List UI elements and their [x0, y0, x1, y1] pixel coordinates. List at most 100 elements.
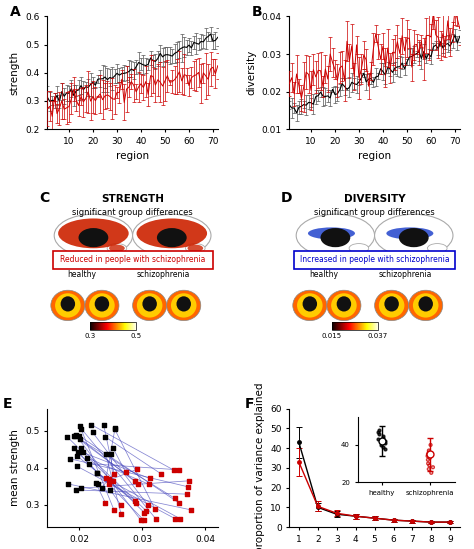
Point	[73, 451, 81, 460]
Ellipse shape	[327, 290, 361, 321]
Point	[105, 480, 112, 489]
Point	[107, 485, 114, 494]
Point	[184, 483, 191, 491]
Ellipse shape	[85, 290, 119, 321]
Point	[105, 474, 113, 483]
Point	[152, 514, 160, 523]
Point	[94, 480, 102, 489]
Point	[111, 424, 119, 433]
Bar	[90, 322, 136, 330]
Ellipse shape	[308, 227, 355, 239]
Point	[131, 477, 138, 485]
Point	[64, 479, 72, 488]
Point	[171, 466, 178, 475]
Point	[71, 432, 79, 440]
Point	[64, 433, 71, 441]
Point	[100, 421, 108, 429]
Ellipse shape	[349, 244, 369, 253]
Point	[109, 477, 117, 486]
Ellipse shape	[107, 244, 127, 253]
Ellipse shape	[157, 228, 187, 247]
Ellipse shape	[320, 228, 350, 247]
Point	[79, 448, 87, 457]
Point	[183, 490, 191, 498]
Point	[67, 455, 74, 463]
Text: 0.5: 0.5	[130, 333, 142, 339]
Point	[157, 469, 164, 478]
Point	[122, 468, 129, 477]
Point	[171, 514, 179, 523]
Ellipse shape	[428, 244, 447, 253]
Y-axis label: strength: strength	[10, 51, 20, 95]
Point	[110, 506, 118, 514]
Point	[151, 505, 159, 513]
Ellipse shape	[109, 245, 125, 252]
X-axis label: region: region	[116, 152, 149, 161]
Ellipse shape	[133, 290, 167, 321]
FancyBboxPatch shape	[294, 251, 455, 269]
Point	[83, 453, 91, 462]
Ellipse shape	[337, 296, 351, 311]
Text: 0.037: 0.037	[368, 333, 388, 339]
Point	[87, 420, 95, 429]
Ellipse shape	[302, 296, 317, 311]
Text: Increased in people with schizophrenia: Increased in people with schizophrenia	[300, 255, 449, 264]
Ellipse shape	[374, 290, 409, 321]
Ellipse shape	[386, 227, 433, 239]
FancyBboxPatch shape	[53, 251, 213, 269]
Point	[77, 444, 84, 452]
Ellipse shape	[374, 214, 453, 257]
Point	[107, 449, 115, 458]
Text: E: E	[3, 397, 13, 411]
Point	[72, 431, 80, 440]
Ellipse shape	[89, 293, 115, 317]
Point	[70, 444, 77, 452]
Ellipse shape	[95, 296, 109, 311]
Point	[76, 422, 83, 430]
Ellipse shape	[54, 214, 133, 257]
Point	[93, 469, 100, 478]
Text: D: D	[281, 192, 292, 205]
Point	[133, 465, 141, 474]
Point	[75, 432, 83, 440]
Point	[140, 516, 147, 524]
Point	[78, 424, 85, 433]
Ellipse shape	[142, 296, 157, 311]
Text: DIVERSITY: DIVERSITY	[344, 194, 405, 204]
Bar	[332, 322, 378, 330]
Text: A: A	[10, 5, 21, 19]
Text: STRENGTH: STRENGTH	[101, 194, 164, 204]
Text: Reduced in people with schizophrenia: Reduced in people with schizophrenia	[60, 255, 205, 264]
Point	[146, 474, 154, 483]
Ellipse shape	[58, 219, 128, 248]
Point	[74, 447, 82, 456]
Point	[111, 425, 118, 434]
Text: healthy: healthy	[309, 271, 338, 279]
Text: significant group differences: significant group differences	[314, 208, 435, 217]
Point	[71, 432, 78, 440]
Point	[134, 480, 142, 489]
Ellipse shape	[185, 244, 205, 253]
Point	[146, 480, 153, 489]
Ellipse shape	[297, 293, 323, 317]
Point	[92, 478, 100, 487]
Point	[171, 494, 179, 503]
Ellipse shape	[51, 290, 85, 321]
Point	[131, 496, 139, 505]
Point	[144, 501, 152, 509]
Point	[133, 499, 140, 508]
Point	[102, 474, 110, 483]
Ellipse shape	[419, 296, 433, 311]
Y-axis label: diversity: diversity	[246, 50, 256, 96]
Ellipse shape	[293, 290, 327, 321]
Point	[77, 484, 85, 492]
Ellipse shape	[133, 214, 211, 257]
Point	[140, 508, 148, 517]
Point	[73, 462, 81, 470]
Point	[89, 428, 96, 436]
Point	[176, 514, 184, 523]
Point	[109, 443, 117, 452]
Ellipse shape	[167, 290, 201, 321]
Ellipse shape	[413, 293, 438, 317]
Point	[102, 449, 109, 458]
